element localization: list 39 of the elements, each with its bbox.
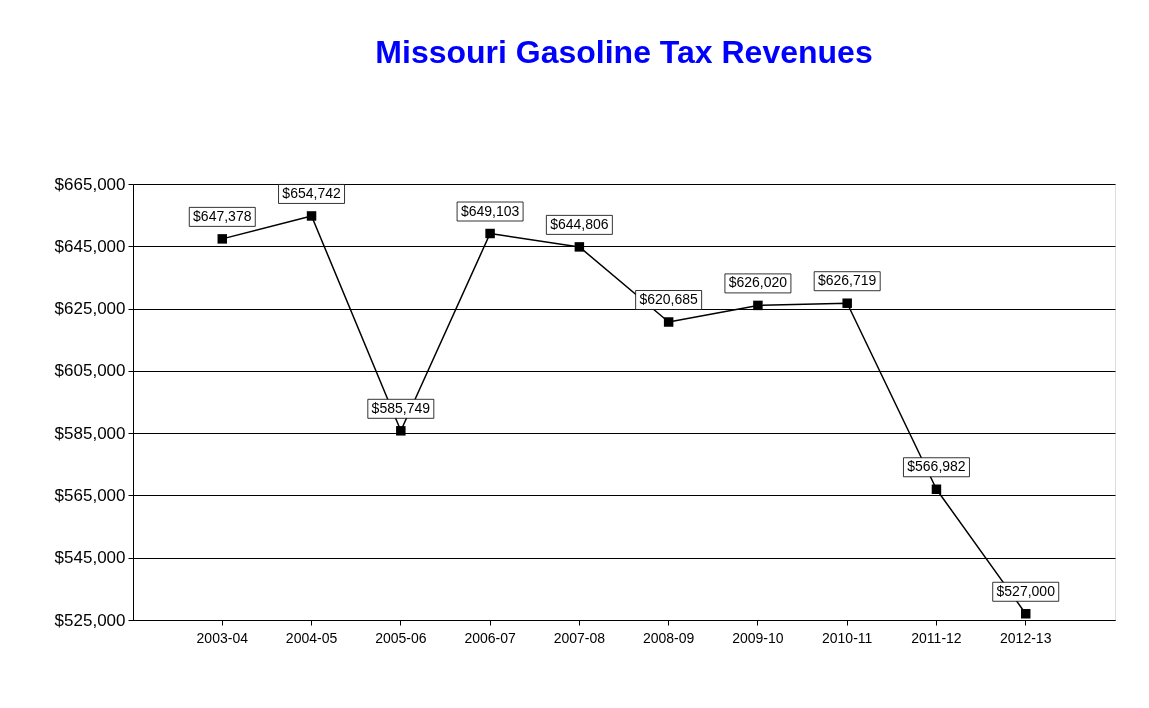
point (485, 228, 495, 239)
text: $647,378 (193, 207, 252, 224)
x-tick-label: 2003-04 (196, 629, 249, 646)
point (842, 298, 852, 308)
text: $626,719 (817, 272, 877, 289)
y-tick-label: $545,000 (54, 548, 126, 568)
x-tick-label: 2010-11 (822, 629, 873, 646)
text: $654,742 (282, 184, 341, 201)
text: $566,982 (907, 458, 966, 475)
y-tick-label: $625,000 (54, 299, 126, 319)
y-tick-label: $665,000 (54, 174, 126, 194)
text: $626,020 (728, 274, 788, 291)
point (753, 300, 763, 311)
y-tick-label: $645,000 (54, 236, 126, 256)
y-tick-label: $605,000 (54, 361, 126, 381)
x-tick-label: 2006-07 (464, 629, 516, 646)
point (574, 242, 585, 252)
y-tick-label: $585,000 (54, 423, 126, 443)
text: $644,806 (550, 215, 609, 232)
x-tick-label: 2005-06 (375, 629, 427, 646)
point (217, 234, 228, 244)
point (396, 426, 406, 436)
point (931, 484, 942, 494)
y-tick-label: $525,000 (54, 610, 126, 630)
y-tick-label: $565,000 (54, 485, 126, 505)
point (306, 211, 317, 221)
x-tick-label: 2007-08 (553, 629, 606, 646)
text: $527,000 (996, 582, 1055, 599)
x-tick-label: 2004-05 (285, 629, 338, 646)
point (663, 317, 674, 327)
text: $649,103 (460, 202, 520, 219)
x-tick-label: 2011-12 (911, 629, 962, 646)
x-tick-label: 2012-13 (1000, 629, 1052, 646)
x-tick-label: 2008-09 (642, 629, 695, 646)
text: $620,685 (639, 291, 698, 308)
x-tick-label: 2009-10 (732, 629, 784, 646)
chart-title: Missouri Gasoline Tax Revenues (375, 34, 873, 70)
point (1020, 609, 1031, 619)
text: $585,749 (371, 399, 431, 416)
